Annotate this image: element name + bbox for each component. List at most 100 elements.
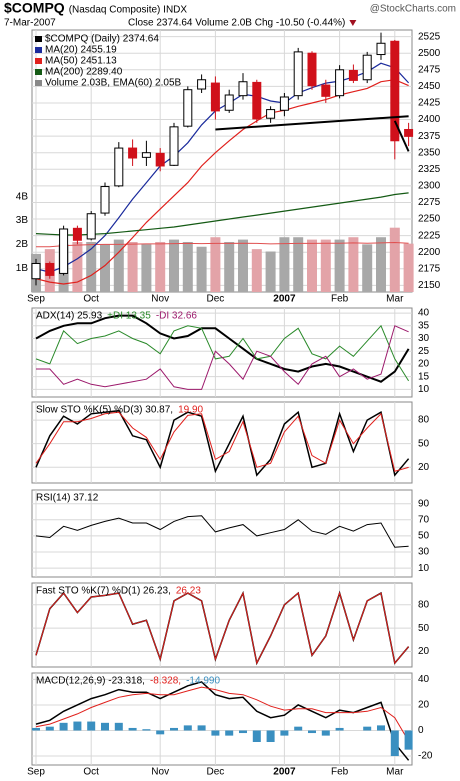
y-tick-label: 2400 [418, 114, 441, 125]
indicator-line [35, 314, 410, 383]
volume-bar [348, 237, 359, 292]
panel-frame [31, 401, 413, 484]
trendline [215, 115, 409, 131]
volume-bar [307, 239, 317, 292]
legend-entry: Volume 2.03B, EMA(60) 2.05B [45, 78, 182, 89]
volume-bar [279, 237, 290, 292]
y-tick-label: 80 [418, 599, 430, 610]
histogram-bar [390, 730, 399, 757]
y-tick-label: 10 [418, 563, 430, 574]
histogram-bar [183, 725, 192, 731]
x-tick-label: Feb [331, 767, 349, 778]
y-tick-label: 10 [418, 384, 430, 395]
candle-body [307, 52, 317, 87]
candle-body [45, 262, 55, 276]
legend-entry: -DI 32.66 [156, 311, 198, 322]
volume-ema [36, 241, 409, 248]
panel-frame [31, 489, 413, 578]
histogram-bar [101, 722, 109, 731]
histogram-bar [211, 730, 220, 736]
histogram-bar [321, 730, 330, 736]
x-tick-label: Oct [83, 294, 99, 305]
candle-body [266, 109, 276, 119]
trendline [393, 120, 410, 152]
credit: @StockCharts.com [370, 4, 456, 15]
volume-bar [100, 244, 110, 292]
y-tick-label: 30 [418, 333, 430, 344]
candle-body [197, 79, 207, 90]
volume-bar [389, 227, 400, 292]
y-tick-label: 20 [418, 359, 430, 370]
y-tick-label: 2350 [418, 147, 441, 158]
volume-bar [169, 239, 179, 292]
candle-body [279, 96, 289, 111]
volume-bar [72, 241, 83, 292]
x-tick-label: Mar [386, 294, 404, 305]
volume-tick-label: 1B [16, 263, 29, 274]
indicator-line [35, 686, 410, 742]
legend-entry: +DI 13.35 [107, 311, 151, 322]
candle-body [86, 213, 96, 240]
y-tick-label: 2500 [418, 48, 441, 59]
legend-entry: MA(20) 2455.19 [45, 45, 117, 56]
y-tick-label: 70 [418, 514, 430, 525]
histogram-bar [87, 721, 96, 731]
y-tick-label: 25 [418, 346, 430, 357]
y-tick-label: 2250 [418, 214, 441, 225]
date: 7-Mar-2007 [4, 18, 56, 29]
volume-tick-label: 4B [16, 191, 29, 202]
legend-entry: $COMPQ (Daily) 2374.64 [45, 34, 159, 45]
y-tick-label: 2175 [418, 263, 441, 274]
volume-bar [265, 251, 276, 292]
y-tick-label: 20 [418, 462, 430, 473]
down-arrow [349, 20, 357, 26]
x-tick-label: 2007 [273, 767, 296, 778]
candle-body [362, 54, 372, 81]
x-tick-label: Feb [331, 294, 349, 305]
volume-bar [362, 244, 373, 292]
y-tick-label: 90 [418, 498, 430, 509]
volume-bar [224, 241, 235, 292]
candle-body [155, 152, 165, 167]
x-tick-label: Sep [27, 767, 45, 778]
volume-tick-label: 2B [16, 239, 29, 250]
y-tick-label: 50 [418, 623, 430, 634]
candle-body [114, 147, 124, 187]
x-tick-label: Nov [151, 767, 169, 778]
histogram-bar [59, 722, 68, 731]
histogram-bar [73, 721, 82, 731]
histogram-bar [225, 730, 234, 736]
indicator-line [35, 411, 409, 472]
candle-body [169, 126, 179, 166]
y-tick-label: 80 [418, 415, 430, 426]
panel-frame [31, 672, 413, 766]
y-tick-label: 2200 [418, 247, 441, 258]
histogram-bar [363, 726, 372, 731]
y-tick-label: 2450 [418, 81, 441, 92]
histogram-bar [45, 726, 54, 731]
y-tick-label: 2525 [418, 31, 441, 42]
candle-body [100, 186, 110, 214]
legend-entry: MA(50) 2451.13 [45, 56, 117, 67]
y-tick-label: 2225 [418, 230, 441, 241]
candle-body [72, 227, 82, 241]
moving-average [35, 79, 409, 285]
histogram-bar [377, 725, 385, 731]
volume-tick-label: 3B [16, 215, 29, 226]
legend-swatch [35, 58, 42, 64]
legend-entry: RSI(14) 37.12 [36, 493, 99, 504]
indicator-line [36, 325, 409, 390]
y-tick-label: 35 [418, 320, 430, 331]
volume-bar [403, 243, 414, 292]
y-tick-label: 2475 [418, 64, 441, 75]
candle-body [390, 40, 400, 142]
x-tick-label: Mar [386, 767, 404, 778]
candle-body [348, 69, 358, 81]
x-tick-label: Oct [83, 767, 99, 778]
legend-swatch [35, 47, 42, 53]
histogram-bar [252, 730, 261, 742]
y-tick-label: 50 [418, 531, 430, 542]
candle-body [238, 81, 248, 97]
moving-average [35, 192, 409, 236]
legend-entry: MA(200) 2289.40 [45, 67, 123, 78]
